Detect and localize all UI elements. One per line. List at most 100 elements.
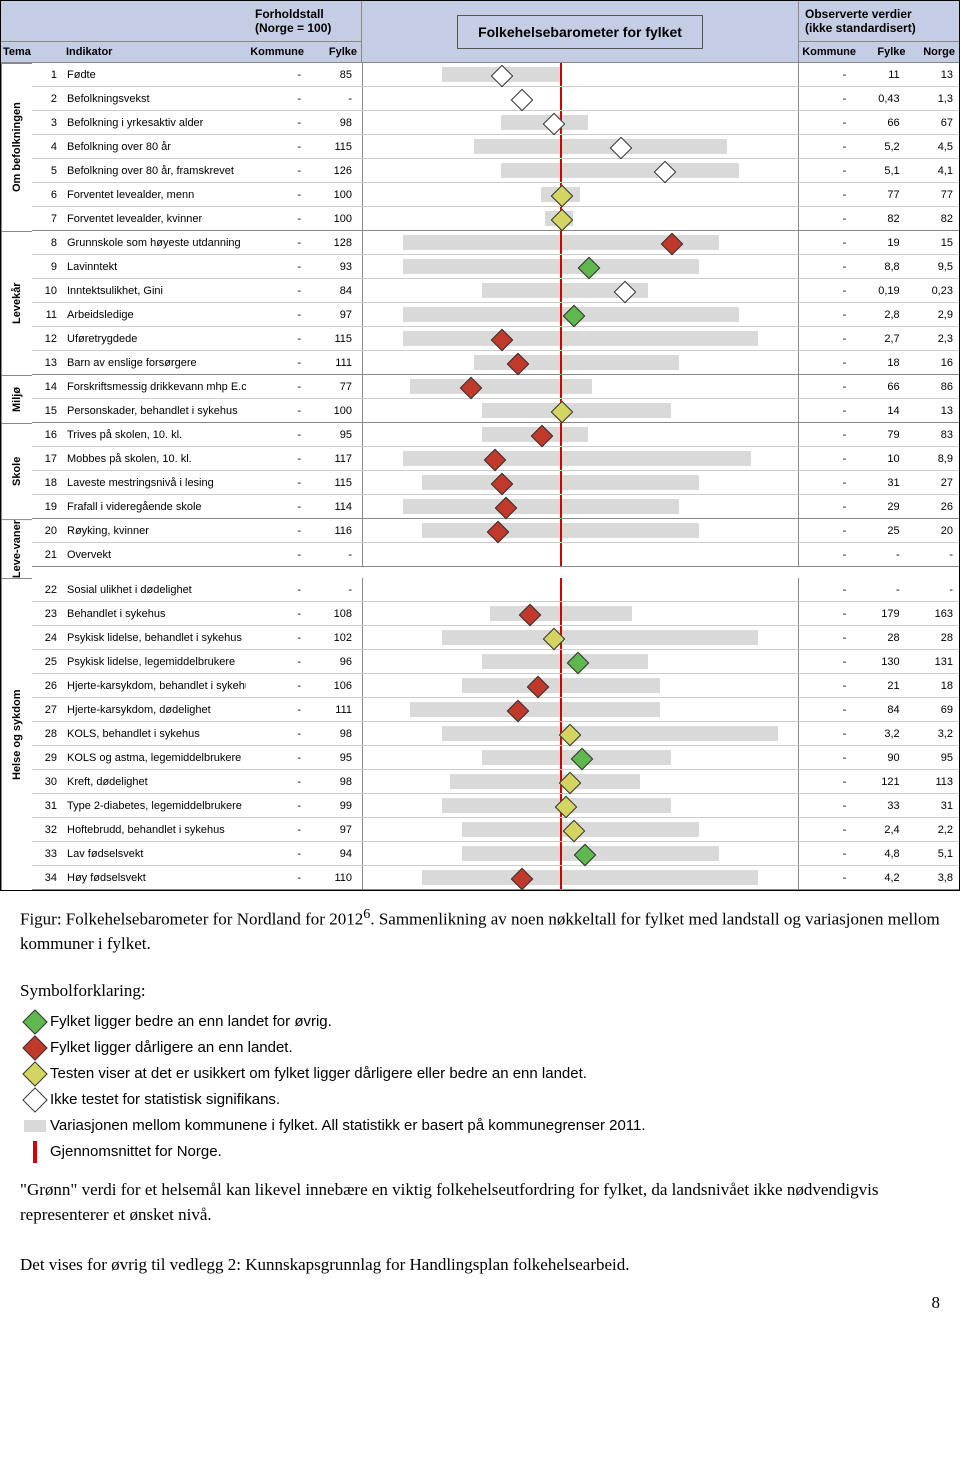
obs-fylke: 77 bbox=[852, 189, 905, 201]
explanation-para-2: Det vises for øvrig til vedlegg 2: Kunns… bbox=[0, 1240, 960, 1290]
row-kommune: - bbox=[246, 680, 307, 692]
norway-average-line bbox=[560, 231, 562, 254]
obs-fylke: - bbox=[852, 549, 905, 561]
obs-norge: 8,9 bbox=[906, 453, 959, 465]
row-indicator: Kreft, dødelighet bbox=[63, 776, 246, 788]
norway-average-line bbox=[560, 255, 562, 278]
row-number: 4 bbox=[32, 141, 63, 153]
row-chart bbox=[363, 543, 799, 566]
variation-bar bbox=[482, 654, 648, 669]
header-r-kommune: Kommune bbox=[799, 42, 860, 62]
legend-item: Gjennomsnittet for Norge. bbox=[20, 1139, 940, 1165]
obs-fylke: 66 bbox=[852, 381, 905, 393]
row-number: 6 bbox=[32, 189, 63, 201]
legend-symbol bbox=[20, 1065, 50, 1083]
row-chart bbox=[363, 495, 799, 518]
row-kommune: - bbox=[246, 525, 307, 537]
table-row: 25Psykisk lidelse, legemiddelbrukere-96-… bbox=[32, 650, 959, 674]
table-row: 27Hjerte-karsykdom, dødelighet-111-8469 bbox=[32, 698, 959, 722]
row-chart bbox=[363, 602, 799, 625]
row-indicator: Personskader, behandlet i sykehus bbox=[63, 405, 246, 417]
obs-norge: 13 bbox=[906, 69, 959, 81]
row-indicator: Hoftebrudd, behandlet i sykehus bbox=[63, 824, 246, 836]
row-fylke: 95 bbox=[307, 429, 362, 441]
obs-fylke: 10 bbox=[852, 453, 905, 465]
row-fylke: 110 bbox=[307, 872, 362, 884]
row-chart bbox=[363, 519, 799, 542]
row-number: 27 bbox=[32, 704, 63, 716]
row-indicator: Mobbes på skolen, 10. kl. bbox=[63, 453, 246, 465]
row-indicator: Røyking, kvinner bbox=[63, 525, 246, 537]
row-number: 3 bbox=[32, 117, 63, 129]
row-number: 8 bbox=[32, 237, 63, 249]
table-header: Forholdstall(Norge = 100) Tema Indikator… bbox=[1, 1, 959, 63]
row-kommune: - bbox=[246, 608, 307, 620]
tema-label: Levekår bbox=[1, 231, 32, 375]
obs-norge: 77 bbox=[906, 189, 959, 201]
header-kommune: Kommune bbox=[245, 42, 308, 62]
row-chart bbox=[363, 423, 799, 446]
row-number: 1 bbox=[32, 69, 63, 81]
table-row: 29KOLS og astma, legemiddelbrukere-95-90… bbox=[32, 746, 959, 770]
row-chart bbox=[363, 279, 799, 302]
legend-text: Variasjonen mellom kommunene i fylket. A… bbox=[50, 1117, 646, 1134]
obs-kommune: - bbox=[799, 405, 852, 417]
row-indicator: Type 2-diabetes, legemiddelbrukere bbox=[63, 800, 246, 812]
variation-bar bbox=[403, 259, 700, 274]
row-kommune: - bbox=[246, 213, 307, 225]
variation-bar bbox=[442, 630, 758, 645]
norway-average-line bbox=[560, 375, 562, 398]
obs-kommune: - bbox=[799, 608, 852, 620]
row-fylke: 126 bbox=[307, 165, 362, 177]
row-indicator: Forventet levealder, kvinner bbox=[63, 213, 246, 225]
obs-kommune: - bbox=[799, 800, 852, 812]
variation-bar bbox=[482, 403, 672, 418]
obs-fylke: 25 bbox=[852, 525, 905, 537]
table-row: 26Hjerte-karsykdom, behandlet i sykehus-… bbox=[32, 674, 959, 698]
row-number: 19 bbox=[32, 501, 63, 513]
table-row: 19Frafall i videregående skole-114-2926 bbox=[32, 495, 959, 519]
obs-kommune: - bbox=[799, 357, 852, 369]
obs-fylke: 121 bbox=[852, 776, 905, 788]
tema-label: Helse og sykdom bbox=[1, 578, 32, 890]
row-indicator: Forskriftsmessig drikkevann mhp E.coli bbox=[63, 381, 246, 393]
row-kommune: - bbox=[246, 584, 307, 596]
row-indicator: Befolkning i yrkesaktiv alder bbox=[63, 117, 246, 129]
obs-fylke: 66 bbox=[852, 117, 905, 129]
row-number: 29 bbox=[32, 752, 63, 764]
obs-fylke: 0,19 bbox=[852, 285, 905, 297]
row-fylke: 84 bbox=[307, 285, 362, 297]
obs-kommune: - bbox=[799, 704, 852, 716]
row-kommune: - bbox=[246, 285, 307, 297]
legend-symbol bbox=[20, 1120, 50, 1132]
table-row: 34Høy fødselsvekt-110-4,23,8 bbox=[32, 866, 959, 890]
table-row: 2Befolkningsvekst---0,431,3 bbox=[32, 87, 959, 111]
obs-fylke: 179 bbox=[852, 608, 905, 620]
obs-kommune: - bbox=[799, 213, 852, 225]
table-row: 12Uføretrygdede-115-2,72,3 bbox=[32, 327, 959, 351]
legend-item: Variasjonen mellom kommunene i fylket. A… bbox=[20, 1113, 940, 1139]
row-indicator: Forventet levealder, menn bbox=[63, 189, 246, 201]
row-fylke: 106 bbox=[307, 680, 362, 692]
obs-norge: 18 bbox=[906, 680, 959, 692]
row-chart bbox=[363, 231, 799, 254]
obs-fylke: 31 bbox=[852, 477, 905, 489]
legend-symbol bbox=[20, 1091, 50, 1109]
obs-fylke: 33 bbox=[852, 800, 905, 812]
page-number: 8 bbox=[0, 1289, 960, 1327]
row-fylke: 77 bbox=[307, 381, 362, 393]
norway-average-line bbox=[560, 447, 562, 470]
group: Om befolkningen1Fødte-85-11132Befolkning… bbox=[1, 63, 959, 231]
obs-title: Observerte verdier(ikke standardisert) bbox=[799, 1, 959, 41]
row-indicator: Uføretrygdede bbox=[63, 333, 246, 345]
obs-norge: 163 bbox=[906, 608, 959, 620]
table-row: 22Sosial ulikhet i dødelighet----- bbox=[32, 578, 959, 602]
ratio-title: Forholdstall(Norge = 100) bbox=[249, 1, 361, 41]
variation-bar bbox=[410, 379, 592, 394]
row-indicator: Psykisk lidelse, behandlet i sykehus bbox=[63, 632, 246, 644]
row-chart bbox=[363, 375, 799, 398]
row-kommune: - bbox=[246, 800, 307, 812]
row-indicator: KOLS og astma, legemiddelbrukere bbox=[63, 752, 246, 764]
obs-norge: 2,3 bbox=[906, 333, 959, 345]
table-row: 6Forventet levealder, menn-100-7777 bbox=[32, 183, 959, 207]
